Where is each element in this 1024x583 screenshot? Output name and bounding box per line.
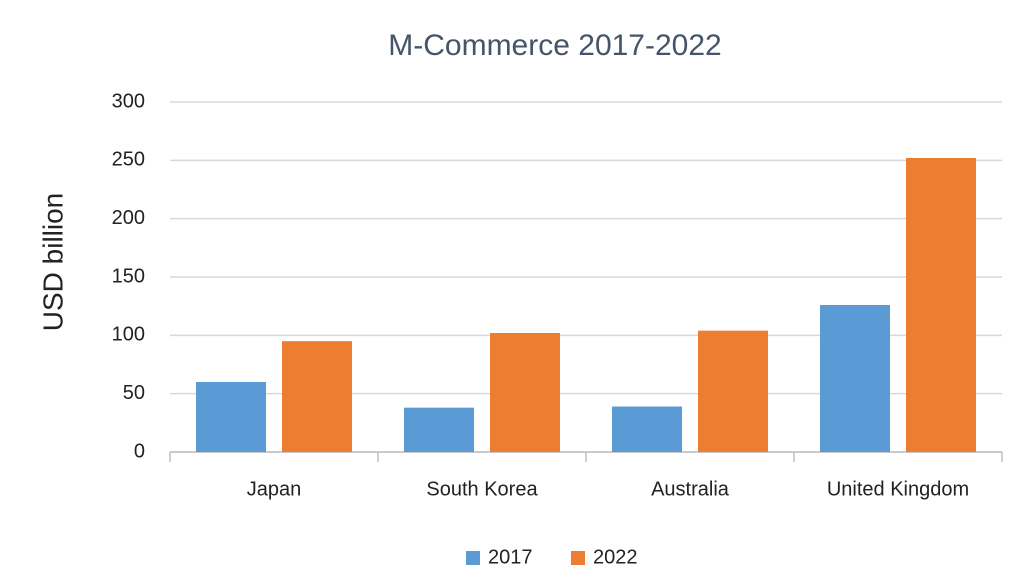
chart-title: M-Commerce 2017-2022	[388, 29, 721, 62]
bar	[612, 406, 682, 452]
bar	[698, 330, 768, 452]
legend-label: 2017	[488, 546, 533, 568]
x-tick-label: United Kingdom	[827, 478, 969, 500]
bar	[490, 333, 560, 452]
y-tick-label: 250	[112, 149, 145, 171]
bar	[906, 158, 976, 452]
bar	[820, 305, 890, 452]
x-tick-label: Japan	[247, 478, 302, 500]
y-tick-label: 0	[134, 440, 145, 462]
y-axis-label: USD billion	[37, 193, 68, 332]
bar	[282, 341, 352, 452]
bar	[196, 382, 266, 452]
x-tick-label: South Korea	[426, 478, 538, 500]
y-tick-label: 150	[112, 265, 145, 287]
legend-swatch	[571, 551, 585, 565]
y-tick-label: 100	[112, 324, 145, 346]
y-tick-label: 50	[123, 382, 145, 404]
bar	[404, 407, 474, 452]
x-tick-label: Australia	[651, 478, 730, 500]
legend-swatch	[466, 551, 480, 565]
legend-label: 2022	[593, 546, 638, 568]
y-tick-label: 300	[112, 90, 145, 112]
y-tick-label: 200	[112, 207, 145, 229]
